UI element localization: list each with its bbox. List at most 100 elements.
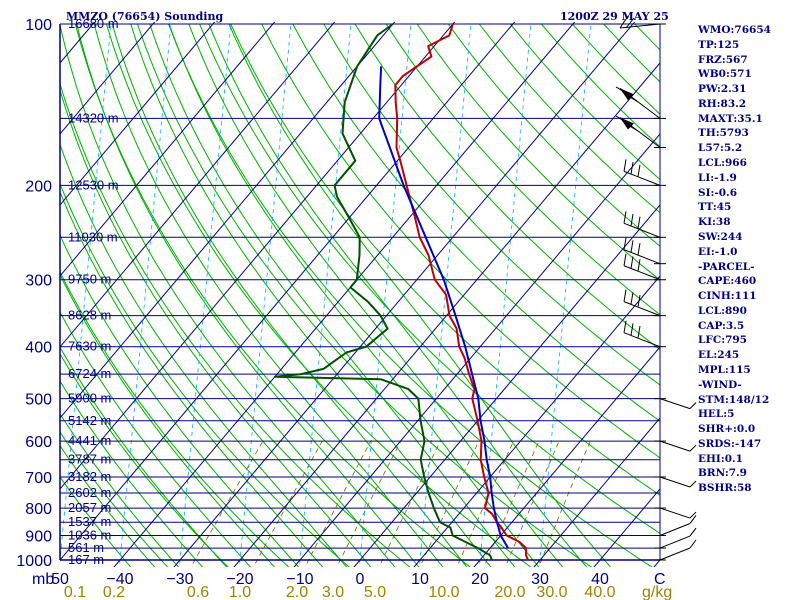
moist-adiabat	[188, 23, 564, 567]
wind-barb-shaft	[659, 523, 691, 536]
wind-barb-feather	[637, 326, 641, 339]
moist-adiabat	[60, 476, 132, 567]
index-item: MPL:115	[698, 363, 751, 376]
mixing-ratio-label: 30.0	[536, 584, 567, 600]
index-item: LFC:795	[698, 334, 747, 347]
wind-barb-feather	[637, 164, 641, 177]
mixing-ratio-line	[504, 440, 560, 567]
moist-adiabat	[60, 190, 324, 567]
height-label: 7630 m	[68, 339, 111, 354]
pressure-tick-label: 900	[25, 529, 52, 546]
moist-adiabat	[228, 23, 612, 567]
isotherm	[60, 22, 516, 561]
height-label: 561 m	[68, 540, 104, 555]
wind-barb-feather	[637, 294, 641, 308]
wind-barb-feather	[630, 213, 634, 227]
index-item: -WIND-	[698, 378, 742, 391]
dry-adiabat	[60, 182, 350, 567]
wind-barb-shaft	[623, 222, 661, 238]
index-item: EHI:0.1	[698, 452, 743, 465]
isotherm	[60, 22, 396, 419]
isotherm-lines	[60, 22, 660, 567]
index-item: BRN:7.9	[698, 467, 747, 480]
height-label: 6724 m	[68, 366, 111, 381]
height-label: 11030 m	[68, 229, 118, 244]
moist-adiabat	[60, 346, 228, 567]
wind-barb	[623, 159, 666, 186]
wind-barb	[615, 115, 666, 149]
height-label: 8628 m	[68, 308, 111, 323]
mixing-ratio-line	[304, 440, 372, 567]
wind-barb-feather	[630, 323, 634, 336]
isotherm	[113, 22, 576, 567]
index-item: BSHR:58	[698, 482, 752, 495]
wind-barb	[654, 476, 697, 488]
height-label: 3182 m	[68, 469, 111, 484]
index-item: SW:244	[698, 230, 743, 243]
mixing-ratio-label: 5.0	[364, 584, 386, 600]
mixing-ratio-line	[336, 440, 402, 567]
moist-adiabat	[111, 23, 468, 567]
index-item: HEL:5	[698, 408, 735, 421]
index-item: EI:-1.0	[698, 245, 738, 258]
isotherm	[293, 133, 660, 567]
index-item: FRZ:567	[698, 53, 748, 66]
moist-adiabat	[60, 23, 396, 567]
moist-adiabat	[76, 23, 420, 567]
isotherm	[233, 62, 660, 567]
index-item: PW:2.31	[698, 83, 747, 96]
dry-adiabat	[60, 270, 290, 567]
moist-adiabat	[93, 23, 444, 567]
wind-barb-feather	[623, 159, 627, 172]
wind-barb	[623, 253, 666, 281]
wind-barb-feather	[623, 320, 627, 333]
wind-barb-shaft	[659, 440, 691, 452]
moist-adiabat	[60, 444, 156, 567]
wind-barb-feather	[623, 289, 627, 302]
wind-barb-feather	[630, 256, 634, 269]
index-item: STM:148/12	[698, 393, 770, 406]
index-item: L57:5.2	[698, 142, 743, 155]
isotherm	[60, 22, 336, 348]
wind-barb	[623, 237, 666, 265]
dewpoint-line	[273, 23, 493, 561]
dry-adiabat	[354, 23, 660, 351]
sounding-profiles	[273, 23, 529, 561]
height-label: 2602 m	[68, 485, 111, 500]
dry-adiabat	[60, 352, 229, 567]
wind-barb-feather	[689, 444, 697, 452]
mixing-ratio-label: 0.6	[187, 584, 209, 600]
wind-barb	[654, 539, 697, 561]
parcel-line	[378, 66, 509, 549]
index-item: LCL:890	[698, 304, 747, 317]
mixing-ratio-line	[538, 440, 591, 567]
height-label: 4441 m	[68, 433, 111, 448]
wind-barb-shaft	[659, 476, 691, 488]
index-item: LCL:966	[698, 157, 747, 170]
pressure-tick-label: 100	[25, 17, 52, 34]
wind-barb-shaft	[623, 249, 661, 265]
wind-barb	[615, 86, 666, 119]
wind-barb-feather	[689, 539, 697, 549]
wind-barb-feather	[615, 115, 627, 123]
station-title: MMZO (76654) Sounding	[66, 10, 223, 23]
wind-barb-feather	[623, 253, 627, 266]
index-item: LI:-1.9	[698, 171, 737, 184]
wind-barb-feather	[689, 515, 697, 524]
mixing-ratio-label: 20.0	[494, 584, 525, 600]
temperature-tick-label: 50	[51, 571, 69, 588]
temperature-tick-label: 10	[411, 571, 429, 588]
dry-adiabat	[261, 23, 660, 459]
index-item: SHR+:0.0	[698, 423, 756, 436]
wind-barb	[654, 440, 697, 452]
index-item: CAP:3.5	[698, 319, 745, 332]
dry-adiabat	[447, 23, 660, 247]
pressure-tick-label: 200	[25, 178, 52, 195]
wind-barb-feather	[689, 480, 697, 488]
height-label: 3787 m	[68, 452, 111, 467]
isotherm	[173, 22, 636, 567]
moist-adiabat	[60, 273, 276, 567]
wind-barb-feather	[619, 15, 629, 29]
wind-barb-feather	[630, 240, 634, 253]
dry-adiabat	[60, 82, 411, 567]
